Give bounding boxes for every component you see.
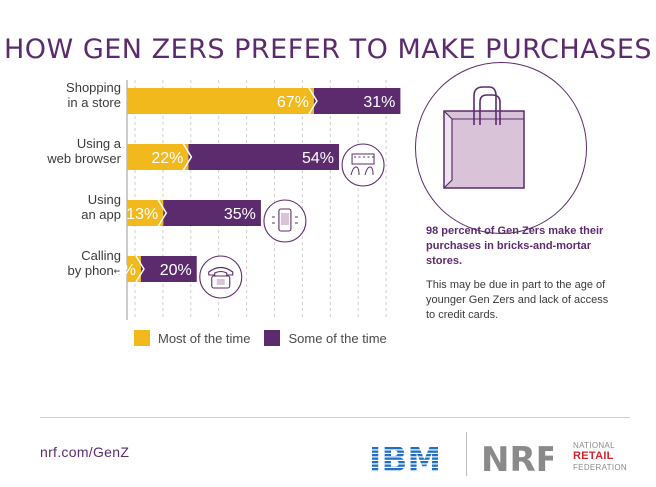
callout-headline: 98 percent of Gen Zers make their purcha… — [426, 225, 604, 267]
keyboard-shape — [351, 153, 375, 165]
segment-chevron — [157, 199, 168, 227]
stacked-bar-chart: Shopping in a store 67% 31% Using a web brows… — [46, 80, 401, 320]
phone-shape — [278, 208, 292, 232]
data-label: 67% — [277, 94, 309, 111]
data-label: 13% — [126, 206, 158, 223]
category-label-line: Calling — [81, 248, 121, 263]
legend-item-some: Some of the time — [264, 330, 387, 346]
legend-item-most: Most of the time — [134, 330, 250, 346]
chart-title: HOW GEN ZERS PREFER TO MAKE PURCHASES — [3, 34, 653, 65]
category-label: Using a web browser — [46, 136, 121, 166]
nrf-logo-text: NRF — [481, 440, 553, 478]
nrf-line-national: NATIONAL — [573, 441, 615, 450]
ibm-logo-text: IBM — [372, 440, 438, 478]
category-label-line: an app — [81, 207, 121, 222]
callout-body: This may be due in part to the age of yo… — [426, 279, 609, 321]
typing-hands — [350, 166, 374, 176]
bar-most-of-the-time — [127, 200, 164, 226]
bar-some-of-the-time — [140, 256, 197, 282]
segment-chevron — [135, 255, 145, 283]
bar-most-of-the-time — [127, 88, 314, 114]
logo-separator — [466, 432, 467, 476]
bar-most-of-the-time — [127, 144, 189, 170]
bar-some-of-the-time — [188, 144, 340, 170]
data-label: 54% — [302, 150, 334, 167]
category-label: Calling by phone — [68, 248, 122, 278]
keyboard-hands-icon — [341, 143, 385, 187]
phone-screen — [280, 213, 289, 225]
dial-pad — [216, 279, 225, 285]
data-label: 31% — [363, 94, 395, 111]
category-label-line: Shopping — [66, 80, 121, 95]
legend-swatch-some — [264, 330, 281, 346]
telephone-icon — [199, 255, 243, 299]
nrf-logo: NRF — [481, 440, 553, 478]
shopping-bag-illustration — [415, 62, 587, 234]
footer-divider — [40, 417, 630, 418]
category-label-line: by phone — [68, 263, 122, 278]
legend-label-some: Some of the time — [288, 330, 387, 346]
category-label-line: Using a — [77, 136, 122, 151]
category-label-line: Using — [88, 192, 121, 207]
category-label: Shopping in a store — [66, 80, 121, 110]
data-label: 22% — [151, 150, 183, 167]
nrf-wordmark: NATIONAL RETAIL FEDERATION — [573, 440, 627, 473]
segment-chevron — [182, 143, 193, 171]
chart-legend: Most of the time Some of the time — [134, 330, 401, 346]
data-label: 5% — [113, 262, 136, 279]
callout: 98 percent of Gen Zers make their purcha… — [426, 224, 611, 323]
data-label: 20% — [160, 262, 192, 279]
app-connectors — [271, 216, 298, 224]
shopping-bag-icon — [443, 86, 525, 189]
handset — [208, 266, 234, 276]
nrf-line-retail: RETAIL — [573, 450, 614, 462]
ibm-logo: IBM — [372, 440, 438, 478]
bar-some-of-the-time — [313, 88, 401, 114]
data-label: 35% — [224, 206, 256, 223]
nrf-line-federation: FEDERATION — [573, 463, 627, 472]
phone-base — [211, 275, 231, 289]
segment-chevron — [308, 87, 318, 115]
category-label-line: in a store — [68, 95, 121, 110]
footer-url[interactable]: nrf.com/GenZ — [40, 444, 130, 460]
category-label: Using an app — [81, 192, 121, 222]
bar-most-of-the-time — [127, 256, 141, 282]
category-label-line: web browser — [46, 151, 121, 166]
legend-swatch-most — [134, 330, 150, 346]
bar-some-of-the-time — [163, 200, 261, 226]
legend-label-most: Most of the time — [158, 330, 251, 346]
